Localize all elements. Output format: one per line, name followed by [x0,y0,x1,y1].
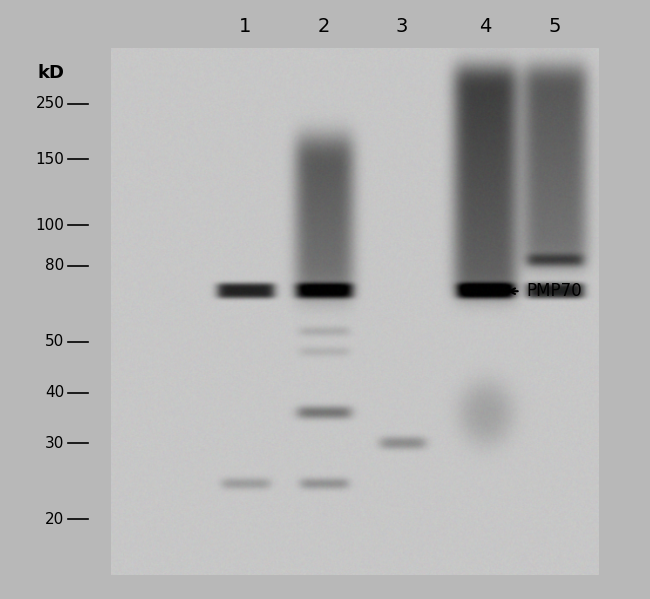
Text: 4: 4 [478,17,491,36]
Text: 3: 3 [396,17,408,36]
Text: 5: 5 [548,17,561,36]
Text: 2: 2 [318,17,330,36]
Text: kD: kD [37,64,64,82]
Text: 50: 50 [45,334,64,349]
Text: 150: 150 [36,152,64,167]
Text: 30: 30 [45,435,64,451]
Text: 20: 20 [45,512,64,527]
Text: 250: 250 [36,96,64,111]
Text: 1: 1 [239,17,252,36]
Text: 80: 80 [45,258,64,273]
Text: PMP70: PMP70 [526,282,582,300]
Text: 40: 40 [45,385,64,400]
Text: 100: 100 [36,218,64,233]
